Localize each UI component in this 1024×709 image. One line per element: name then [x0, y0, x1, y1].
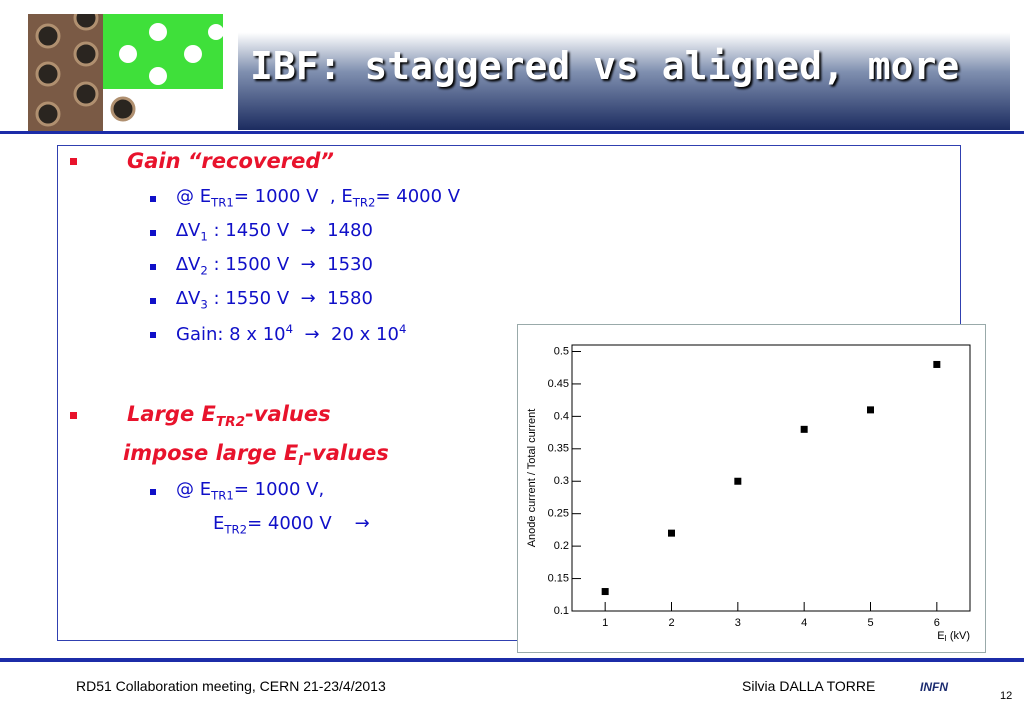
- subscript: TR2: [215, 414, 246, 431]
- subscript: TR1: [211, 195, 234, 210]
- subscript: I: [298, 453, 304, 470]
- text: @ E: [176, 479, 212, 500]
- rule: [0, 658, 1024, 662]
- page-number: 12: [1000, 690, 1013, 702]
- y-tick-label: 0.45: [548, 378, 569, 390]
- y-tick-label: 0.35: [548, 443, 569, 455]
- superscript: 4: [398, 322, 407, 336]
- y-tick-label: 0.2: [554, 540, 569, 552]
- subscript: 1: [200, 229, 208, 244]
- marker: [601, 588, 609, 596]
- item: ∆V1 : 1450 V → 1480: [176, 220, 373, 244]
- y-tick-label: 0.4: [554, 410, 569, 422]
- x-tick-label: 6: [934, 617, 940, 629]
- text: -values: [303, 441, 389, 465]
- x-tick-label: 2: [668, 617, 674, 629]
- chart: Anode current / Total current EI (kV) 0.…: [517, 324, 986, 653]
- footer-meeting: RD51 Collaboration meeting, CERN 21-23/4…: [76, 678, 386, 694]
- text: @ E: [176, 186, 212, 207]
- rule: [0, 131, 1024, 134]
- text: (kV): [947, 630, 970, 642]
- marker: [668, 529, 675, 537]
- title: IBF: staggered vs aligned, more: [250, 44, 960, 88]
- y-tick-label: 0.3: [554, 475, 569, 487]
- title-bar: [238, 0, 1010, 130]
- superscript: 4: [285, 322, 294, 336]
- y-tick-label: 0.5: [554, 345, 569, 357]
- text: → 20 x 10: [293, 324, 399, 345]
- item: Gain: 8 x 104 → 20 x 104: [176, 322, 406, 345]
- text: Large E: [127, 402, 216, 426]
- bullet: [70, 158, 77, 165]
- y-axis-label: Anode current / Total current: [526, 409, 538, 548]
- text: Gain: 8 x 10: [176, 324, 286, 345]
- subscript: 3: [200, 297, 208, 312]
- y-tick-label: 0.15: [548, 572, 569, 584]
- plot-frame: [571, 344, 971, 612]
- bullet-text: Large ETR2-values: [127, 402, 331, 430]
- bullet: [150, 489, 156, 495]
- text: E: [937, 630, 944, 642]
- bullet: [150, 230, 156, 236]
- text: ∆V: [176, 288, 201, 309]
- x-axis-label: EI (kV): [937, 630, 970, 643]
- x-tick-label: 3: [735, 617, 741, 629]
- subscript: TR1: [211, 488, 234, 503]
- bullet-text: Gain “recovered”: [127, 149, 334, 173]
- hole-images: [28, 14, 224, 132]
- item: ∆V3 : 1550 V → 1580: [176, 288, 373, 312]
- item: ETR2= 4000 V →: [213, 513, 370, 537]
- text: : 1450 V → 1480: [207, 220, 373, 241]
- text: E: [213, 513, 225, 534]
- subscript: I: [945, 634, 947, 643]
- item: @ ETR1= 1000 V , ETR2= 4000 V: [176, 186, 460, 210]
- text: ∆V: [176, 254, 201, 275]
- text: = 1000 V,: [233, 479, 325, 500]
- text: ∆V: [176, 220, 201, 241]
- logo: INFN: [920, 680, 948, 694]
- x-tick-label: 1: [602, 617, 608, 629]
- bullet: [70, 412, 77, 419]
- marker: [867, 406, 874, 414]
- text: -values: [245, 402, 331, 426]
- bullet: [150, 298, 156, 304]
- bullet: [150, 264, 156, 270]
- x-tick-label: 4: [801, 617, 807, 629]
- bullet: [150, 196, 156, 202]
- subscript: 2: [200, 263, 208, 278]
- subscript: TR2: [352, 195, 376, 210]
- bullet-text: impose large EI-values: [123, 441, 389, 469]
- subscript: TR2: [224, 522, 248, 537]
- y-tick-label: 0.1: [554, 605, 569, 617]
- item: ∆V2 : 1500 V → 1530: [176, 254, 373, 278]
- x-tick-label: 5: [867, 617, 873, 629]
- marker: [933, 360, 941, 368]
- y-tick-label: 0.25: [548, 508, 569, 520]
- text: = 4000 V: [375, 186, 461, 207]
- text: = 4000 V →: [247, 513, 370, 534]
- text: impose large E: [123, 441, 299, 465]
- item: @ ETR1= 1000 V,: [176, 479, 324, 503]
- marker: [800, 425, 808, 433]
- bullet: [150, 332, 156, 338]
- footer-author: Silvia DALLA TORRE: [742, 678, 876, 694]
- text: = 1000 V , E: [233, 186, 353, 207]
- marker: [734, 477, 742, 485]
- text: : 1500 V → 1530: [207, 254, 373, 275]
- text: : 1550 V → 1580: [207, 288, 373, 309]
